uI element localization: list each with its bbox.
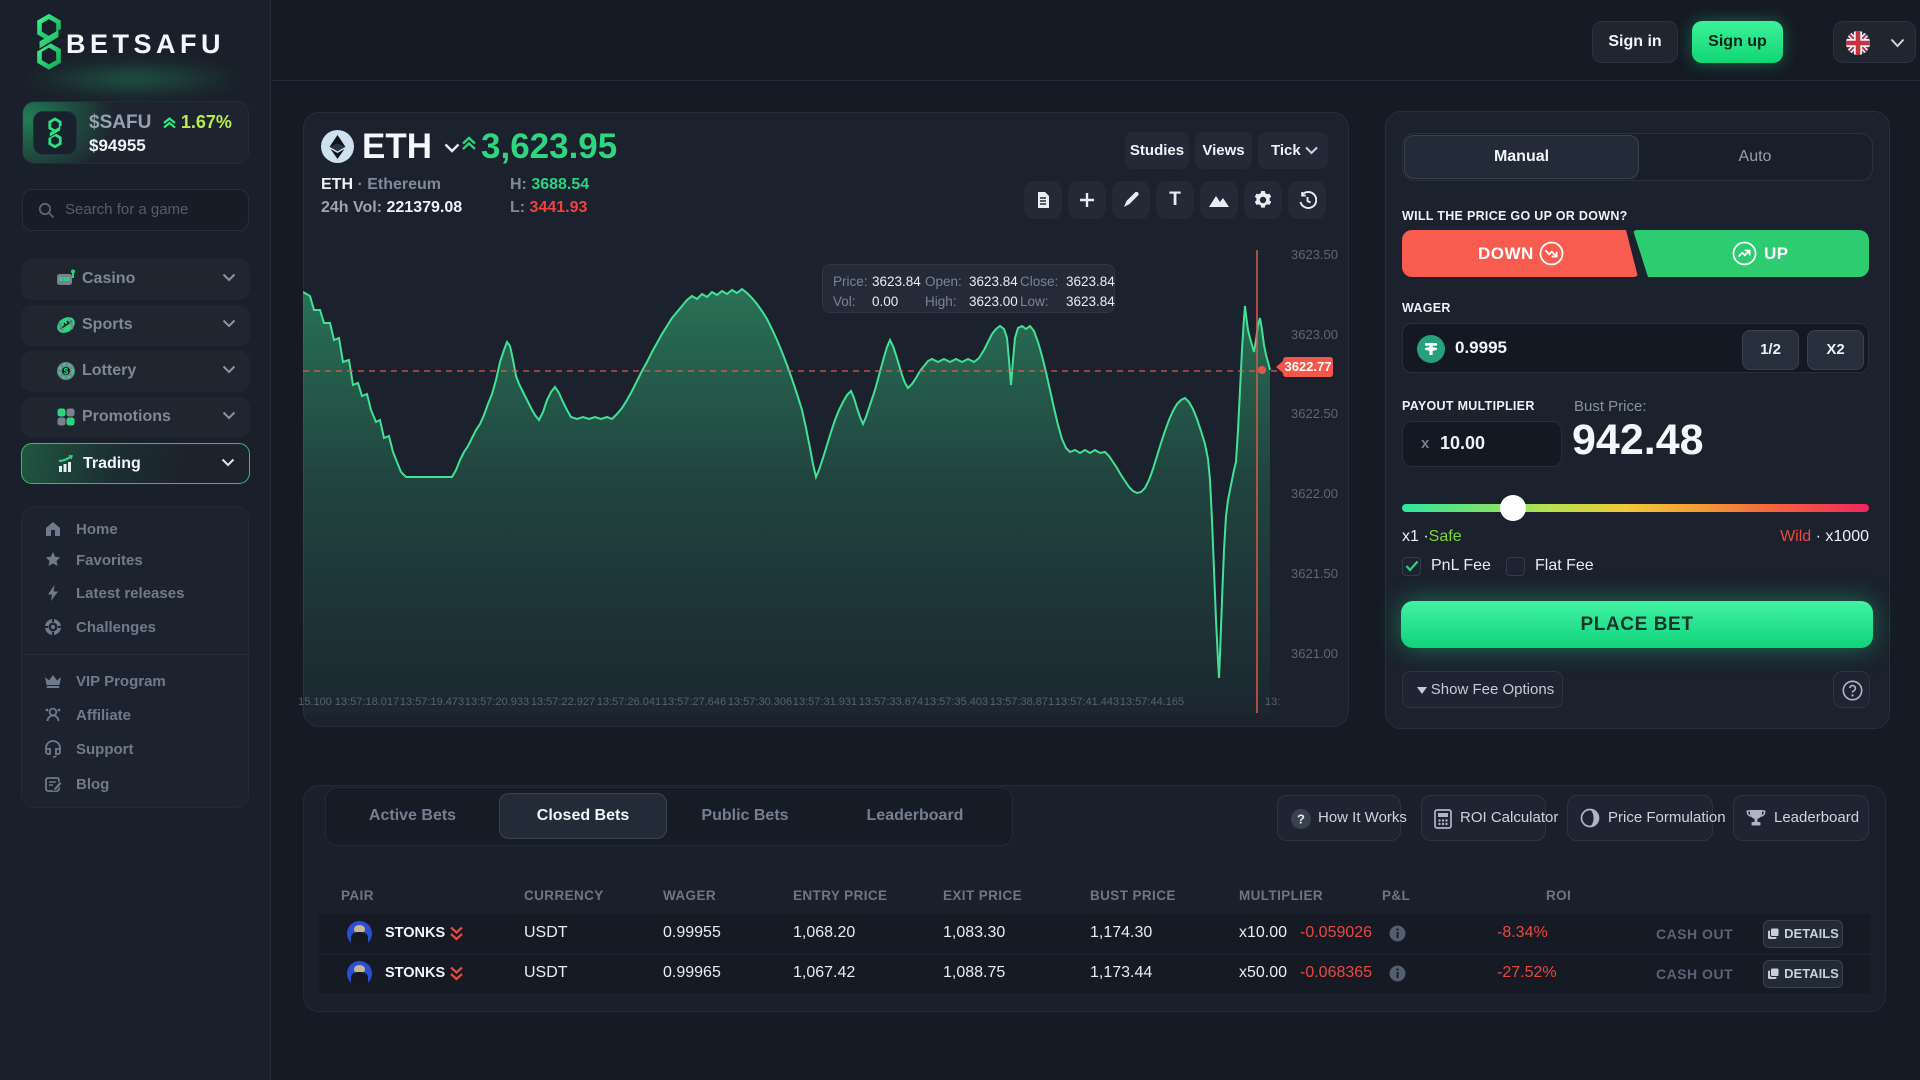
svg-text:$: $ <box>64 367 69 376</box>
svg-text:?: ? <box>1297 812 1305 827</box>
